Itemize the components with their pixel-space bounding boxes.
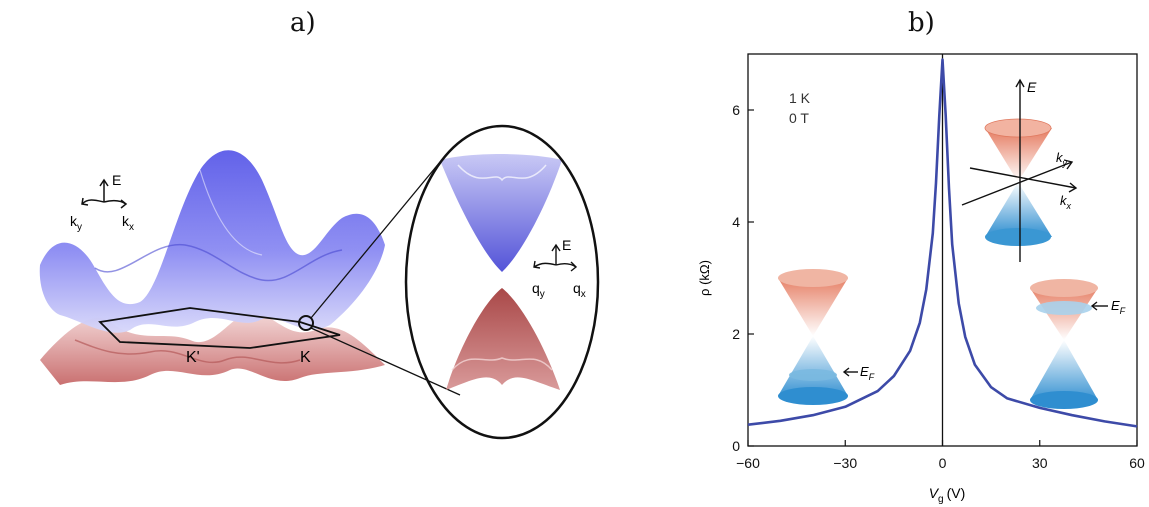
ky-axis-label: ky xyxy=(70,213,82,233)
inset-ky-label: ky xyxy=(1056,150,1068,168)
inset-energy-label: E xyxy=(1027,79,1037,95)
brillouin-zone-hexagon xyxy=(98,307,341,349)
inset-kx-label: kx xyxy=(1060,193,1072,211)
y-tick-label: 2 xyxy=(732,326,740,342)
kx-axis-label: kx xyxy=(122,213,134,233)
k-prime-label: K' xyxy=(186,349,200,366)
y-tick-label: 0 xyxy=(732,438,740,454)
x-tick-label: 30 xyxy=(1032,455,1048,471)
x-tick-label: −30 xyxy=(833,455,857,471)
valence-band-surface xyxy=(40,311,385,385)
y-tick-label: 6 xyxy=(732,102,740,118)
resistivity-chart: −60 −30 0 30 60 0 2 4 6 1 K 0 T E ky kx EF xyxy=(697,53,1145,505)
zoom-axes-icon xyxy=(533,243,578,272)
qx-axis-label: qx xyxy=(573,280,586,300)
electron-doped-cone-inset: EF xyxy=(1030,279,1126,409)
field-annotation: 0 T xyxy=(789,110,809,126)
axis-ticks: −60 −30 0 30 60 0 2 4 6 xyxy=(732,102,1145,471)
resistivity-series xyxy=(747,58,1138,428)
k-label: K xyxy=(300,349,311,366)
y-axis-label: ρ (kΩ) xyxy=(697,260,712,296)
conduction-band-surface xyxy=(39,150,385,333)
zoom-energy-label: E xyxy=(562,237,571,253)
temperature-annotation: 1 K xyxy=(789,90,811,106)
zoom-line-top xyxy=(310,161,441,319)
left-fermi-label: EF xyxy=(860,364,875,382)
energy-axis-label: E xyxy=(112,172,121,188)
x-axis-label: Vg (V) xyxy=(929,485,966,505)
x-tick-label: 60 xyxy=(1129,455,1145,471)
x-tick-label: 0 xyxy=(939,455,947,471)
dirac-cone-inset-axes: E ky kx xyxy=(961,78,1078,262)
k-point-marker xyxy=(298,315,314,331)
momentum-axes-icon xyxy=(81,178,128,209)
right-fermi-label: EF xyxy=(1111,298,1126,316)
band-structure-figure: K' K E ky kx E qy qx xyxy=(39,124,600,440)
hole-doped-cone-inset: EF xyxy=(778,269,875,405)
panel-a-label: a) xyxy=(290,8,316,38)
y-tick-label: 4 xyxy=(732,214,740,230)
panel-b-label: b) xyxy=(908,8,935,38)
zoom-line-bottom xyxy=(310,327,461,396)
resistivity-curve xyxy=(747,58,1138,428)
x-tick-label: −60 xyxy=(736,455,760,471)
qy-axis-label: qy xyxy=(532,280,545,300)
dirac-cone-zoom xyxy=(404,124,600,440)
